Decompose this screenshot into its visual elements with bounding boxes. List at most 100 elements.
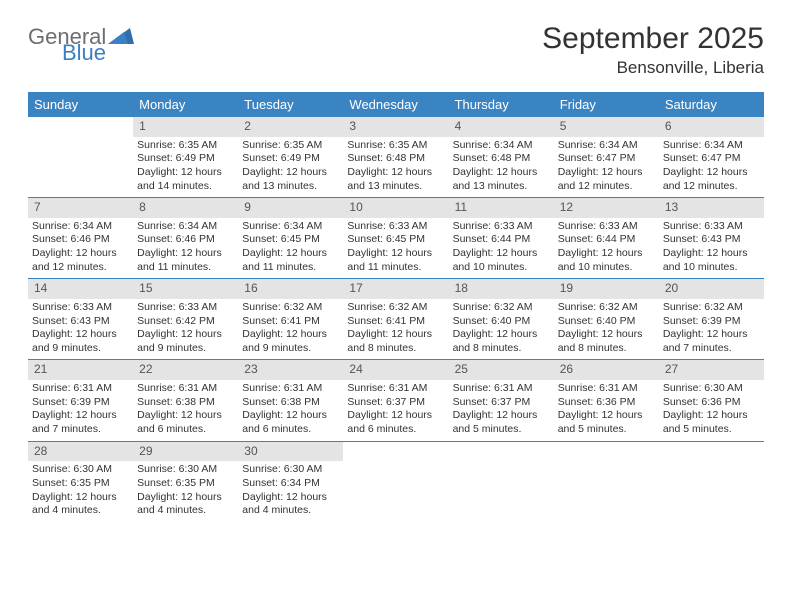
day-body: Sunrise: 6:32 AMSunset: 6:41 PMDaylight:… [238, 299, 343, 360]
sunrise-text: Sunrise: 6:33 AM [663, 220, 760, 234]
sunrise-text: Sunrise: 6:33 AM [453, 220, 550, 234]
day-body: Sunrise: 6:31 AMSunset: 6:37 PMDaylight:… [449, 380, 554, 441]
daylight-text: Daylight: 12 hours and 5 minutes. [558, 409, 655, 436]
day-cell: 24Sunrise: 6:31 AMSunset: 6:37 PMDayligh… [343, 360, 448, 440]
day-body: Sunrise: 6:30 AMSunset: 6:35 PMDaylight:… [28, 461, 133, 522]
weeks-container: 1Sunrise: 6:35 AMSunset: 6:49 PMDaylight… [28, 117, 764, 522]
day-number: 6 [659, 117, 764, 137]
daylight-text: Daylight: 12 hours and 10 minutes. [663, 247, 760, 274]
sunrise-text: Sunrise: 6:33 AM [32, 301, 129, 315]
day-body: Sunrise: 6:34 AMSunset: 6:46 PMDaylight:… [133, 218, 238, 279]
week-row: 21Sunrise: 6:31 AMSunset: 6:39 PMDayligh… [28, 360, 764, 441]
sunrise-text: Sunrise: 6:30 AM [663, 382, 760, 396]
month-title: September 2025 [542, 22, 764, 56]
sunset-text: Sunset: 6:39 PM [663, 315, 760, 329]
day-cell: 20Sunrise: 6:32 AMSunset: 6:39 PMDayligh… [659, 279, 764, 359]
daylight-text: Daylight: 12 hours and 6 minutes. [137, 409, 234, 436]
day-number: 26 [554, 360, 659, 380]
sunset-text: Sunset: 6:37 PM [453, 396, 550, 410]
sunset-text: Sunset: 6:40 PM [558, 315, 655, 329]
day-body: Sunrise: 6:30 AMSunset: 6:35 PMDaylight:… [133, 461, 238, 522]
day-body: Sunrise: 6:33 AMSunset: 6:44 PMDaylight:… [554, 218, 659, 279]
daylight-text: Daylight: 12 hours and 10 minutes. [558, 247, 655, 274]
sunset-text: Sunset: 6:35 PM [137, 477, 234, 491]
daylight-text: Daylight: 12 hours and 7 minutes. [32, 409, 129, 436]
day-number: 25 [449, 360, 554, 380]
day-number: 13 [659, 198, 764, 218]
day-number: 24 [343, 360, 448, 380]
sunrise-text: Sunrise: 6:35 AM [347, 139, 444, 153]
day-number: 20 [659, 279, 764, 299]
sunset-text: Sunset: 6:35 PM [32, 477, 129, 491]
title-block: September 2025 Bensonville, Liberia [542, 22, 764, 78]
day-body: Sunrise: 6:31 AMSunset: 6:37 PMDaylight:… [343, 380, 448, 441]
daylight-text: Daylight: 12 hours and 13 minutes. [347, 166, 444, 193]
location-label: Bensonville, Liberia [542, 58, 764, 78]
daylight-text: Daylight: 12 hours and 9 minutes. [32, 328, 129, 355]
sunset-text: Sunset: 6:42 PM [137, 315, 234, 329]
sunrise-text: Sunrise: 6:30 AM [32, 463, 129, 477]
day-cell [28, 117, 133, 197]
day-header-sat: Saturday [659, 92, 764, 117]
sunset-text: Sunset: 6:48 PM [453, 152, 550, 166]
daylight-text: Daylight: 12 hours and 14 minutes. [137, 166, 234, 193]
day-number: 16 [238, 279, 343, 299]
day-cell: 14Sunrise: 6:33 AMSunset: 6:43 PMDayligh… [28, 279, 133, 359]
day-number: 4 [449, 117, 554, 137]
day-header-wed: Wednesday [343, 92, 448, 117]
day-header-tue: Tuesday [238, 92, 343, 117]
day-body: Sunrise: 6:30 AMSunset: 6:34 PMDaylight:… [238, 461, 343, 522]
day-body: Sunrise: 6:32 AMSunset: 6:40 PMDaylight:… [554, 299, 659, 360]
sunrise-text: Sunrise: 6:33 AM [137, 301, 234, 315]
day-number: 7 [28, 198, 133, 218]
day-cell: 30Sunrise: 6:30 AMSunset: 6:34 PMDayligh… [238, 442, 343, 522]
sunrise-text: Sunrise: 6:34 AM [242, 220, 339, 234]
daylight-text: Daylight: 12 hours and 11 minutes. [347, 247, 444, 274]
daylight-text: Daylight: 12 hours and 8 minutes. [558, 328, 655, 355]
sunset-text: Sunset: 6:41 PM [242, 315, 339, 329]
sunrise-text: Sunrise: 6:30 AM [242, 463, 339, 477]
day-body: Sunrise: 6:33 AMSunset: 6:44 PMDaylight:… [449, 218, 554, 279]
sunset-text: Sunset: 6:36 PM [558, 396, 655, 410]
day-cell: 2Sunrise: 6:35 AMSunset: 6:49 PMDaylight… [238, 117, 343, 197]
daylight-text: Daylight: 12 hours and 7 minutes. [663, 328, 760, 355]
day-number: 14 [28, 279, 133, 299]
day-number: 8 [133, 198, 238, 218]
sunrise-text: Sunrise: 6:31 AM [558, 382, 655, 396]
day-cell [343, 442, 448, 522]
day-cell: 1Sunrise: 6:35 AMSunset: 6:49 PMDaylight… [133, 117, 238, 197]
daylight-text: Daylight: 12 hours and 9 minutes. [242, 328, 339, 355]
daylight-text: Daylight: 12 hours and 4 minutes. [137, 491, 234, 518]
day-cell: 7Sunrise: 6:34 AMSunset: 6:46 PMDaylight… [28, 198, 133, 278]
day-cell: 4Sunrise: 6:34 AMSunset: 6:48 PMDaylight… [449, 117, 554, 197]
day-body: Sunrise: 6:33 AMSunset: 6:42 PMDaylight:… [133, 299, 238, 360]
day-cell: 3Sunrise: 6:35 AMSunset: 6:48 PMDaylight… [343, 117, 448, 197]
day-number: 23 [238, 360, 343, 380]
day-body: Sunrise: 6:32 AMSunset: 6:41 PMDaylight:… [343, 299, 448, 360]
day-header-mon: Monday [133, 92, 238, 117]
sunset-text: Sunset: 6:45 PM [347, 233, 444, 247]
sunrise-text: Sunrise: 6:31 AM [137, 382, 234, 396]
brand-logo: General Blue [28, 26, 134, 64]
calendar-page: General Blue September 2025 Bensonville,… [0, 0, 792, 544]
sunrise-text: Sunrise: 6:35 AM [242, 139, 339, 153]
sunset-text: Sunset: 6:49 PM [137, 152, 234, 166]
sunset-text: Sunset: 6:47 PM [558, 152, 655, 166]
day-cell: 28Sunrise: 6:30 AMSunset: 6:35 PMDayligh… [28, 442, 133, 522]
day-body: Sunrise: 6:34 AMSunset: 6:45 PMDaylight:… [238, 218, 343, 279]
daylight-text: Daylight: 12 hours and 4 minutes. [242, 491, 339, 518]
daylight-text: Daylight: 12 hours and 4 minutes. [32, 491, 129, 518]
sunrise-text: Sunrise: 6:32 AM [347, 301, 444, 315]
sunrise-text: Sunrise: 6:31 AM [453, 382, 550, 396]
week-row: 1Sunrise: 6:35 AMSunset: 6:49 PMDaylight… [28, 117, 764, 198]
day-body: Sunrise: 6:34 AMSunset: 6:47 PMDaylight:… [554, 137, 659, 198]
week-row: 14Sunrise: 6:33 AMSunset: 6:43 PMDayligh… [28, 279, 764, 360]
day-number: 3 [343, 117, 448, 137]
day-header-sun: Sunday [28, 92, 133, 117]
day-body: Sunrise: 6:33 AMSunset: 6:43 PMDaylight:… [659, 218, 764, 279]
day-body: Sunrise: 6:31 AMSunset: 6:38 PMDaylight:… [238, 380, 343, 441]
day-cell: 25Sunrise: 6:31 AMSunset: 6:37 PMDayligh… [449, 360, 554, 440]
sunset-text: Sunset: 6:44 PM [453, 233, 550, 247]
day-body: Sunrise: 6:32 AMSunset: 6:40 PMDaylight:… [449, 299, 554, 360]
day-body: Sunrise: 6:35 AMSunset: 6:48 PMDaylight:… [343, 137, 448, 198]
